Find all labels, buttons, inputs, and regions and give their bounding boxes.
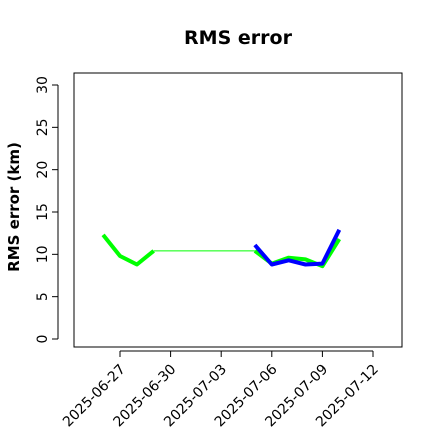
y-tick-label: 30 — [35, 76, 51, 94]
plot-frame — [73, 72, 403, 348]
y-tick-label: 20 — [35, 161, 51, 179]
series-line-0 — [101, 233, 155, 267]
y-tick-label: 15 — [35, 203, 51, 221]
series-line-3 — [253, 228, 342, 267]
x-axis: 2025-06-272025-06-302025-07-032025-07-06… — [60, 350, 382, 430]
y-tick-label: 0 — [35, 335, 51, 344]
y-tick-label: 5 — [35, 292, 51, 301]
y-tick-label: 25 — [35, 118, 51, 136]
y-tick-label: 10 — [35, 245, 51, 263]
y-axis: 0 5 10 15 20 25 30 — [35, 76, 59, 344]
series-layer — [101, 228, 342, 269]
y-axis-label: RMS error (km) — [5, 142, 23, 272]
chart-title: RMS error — [184, 27, 293, 49]
